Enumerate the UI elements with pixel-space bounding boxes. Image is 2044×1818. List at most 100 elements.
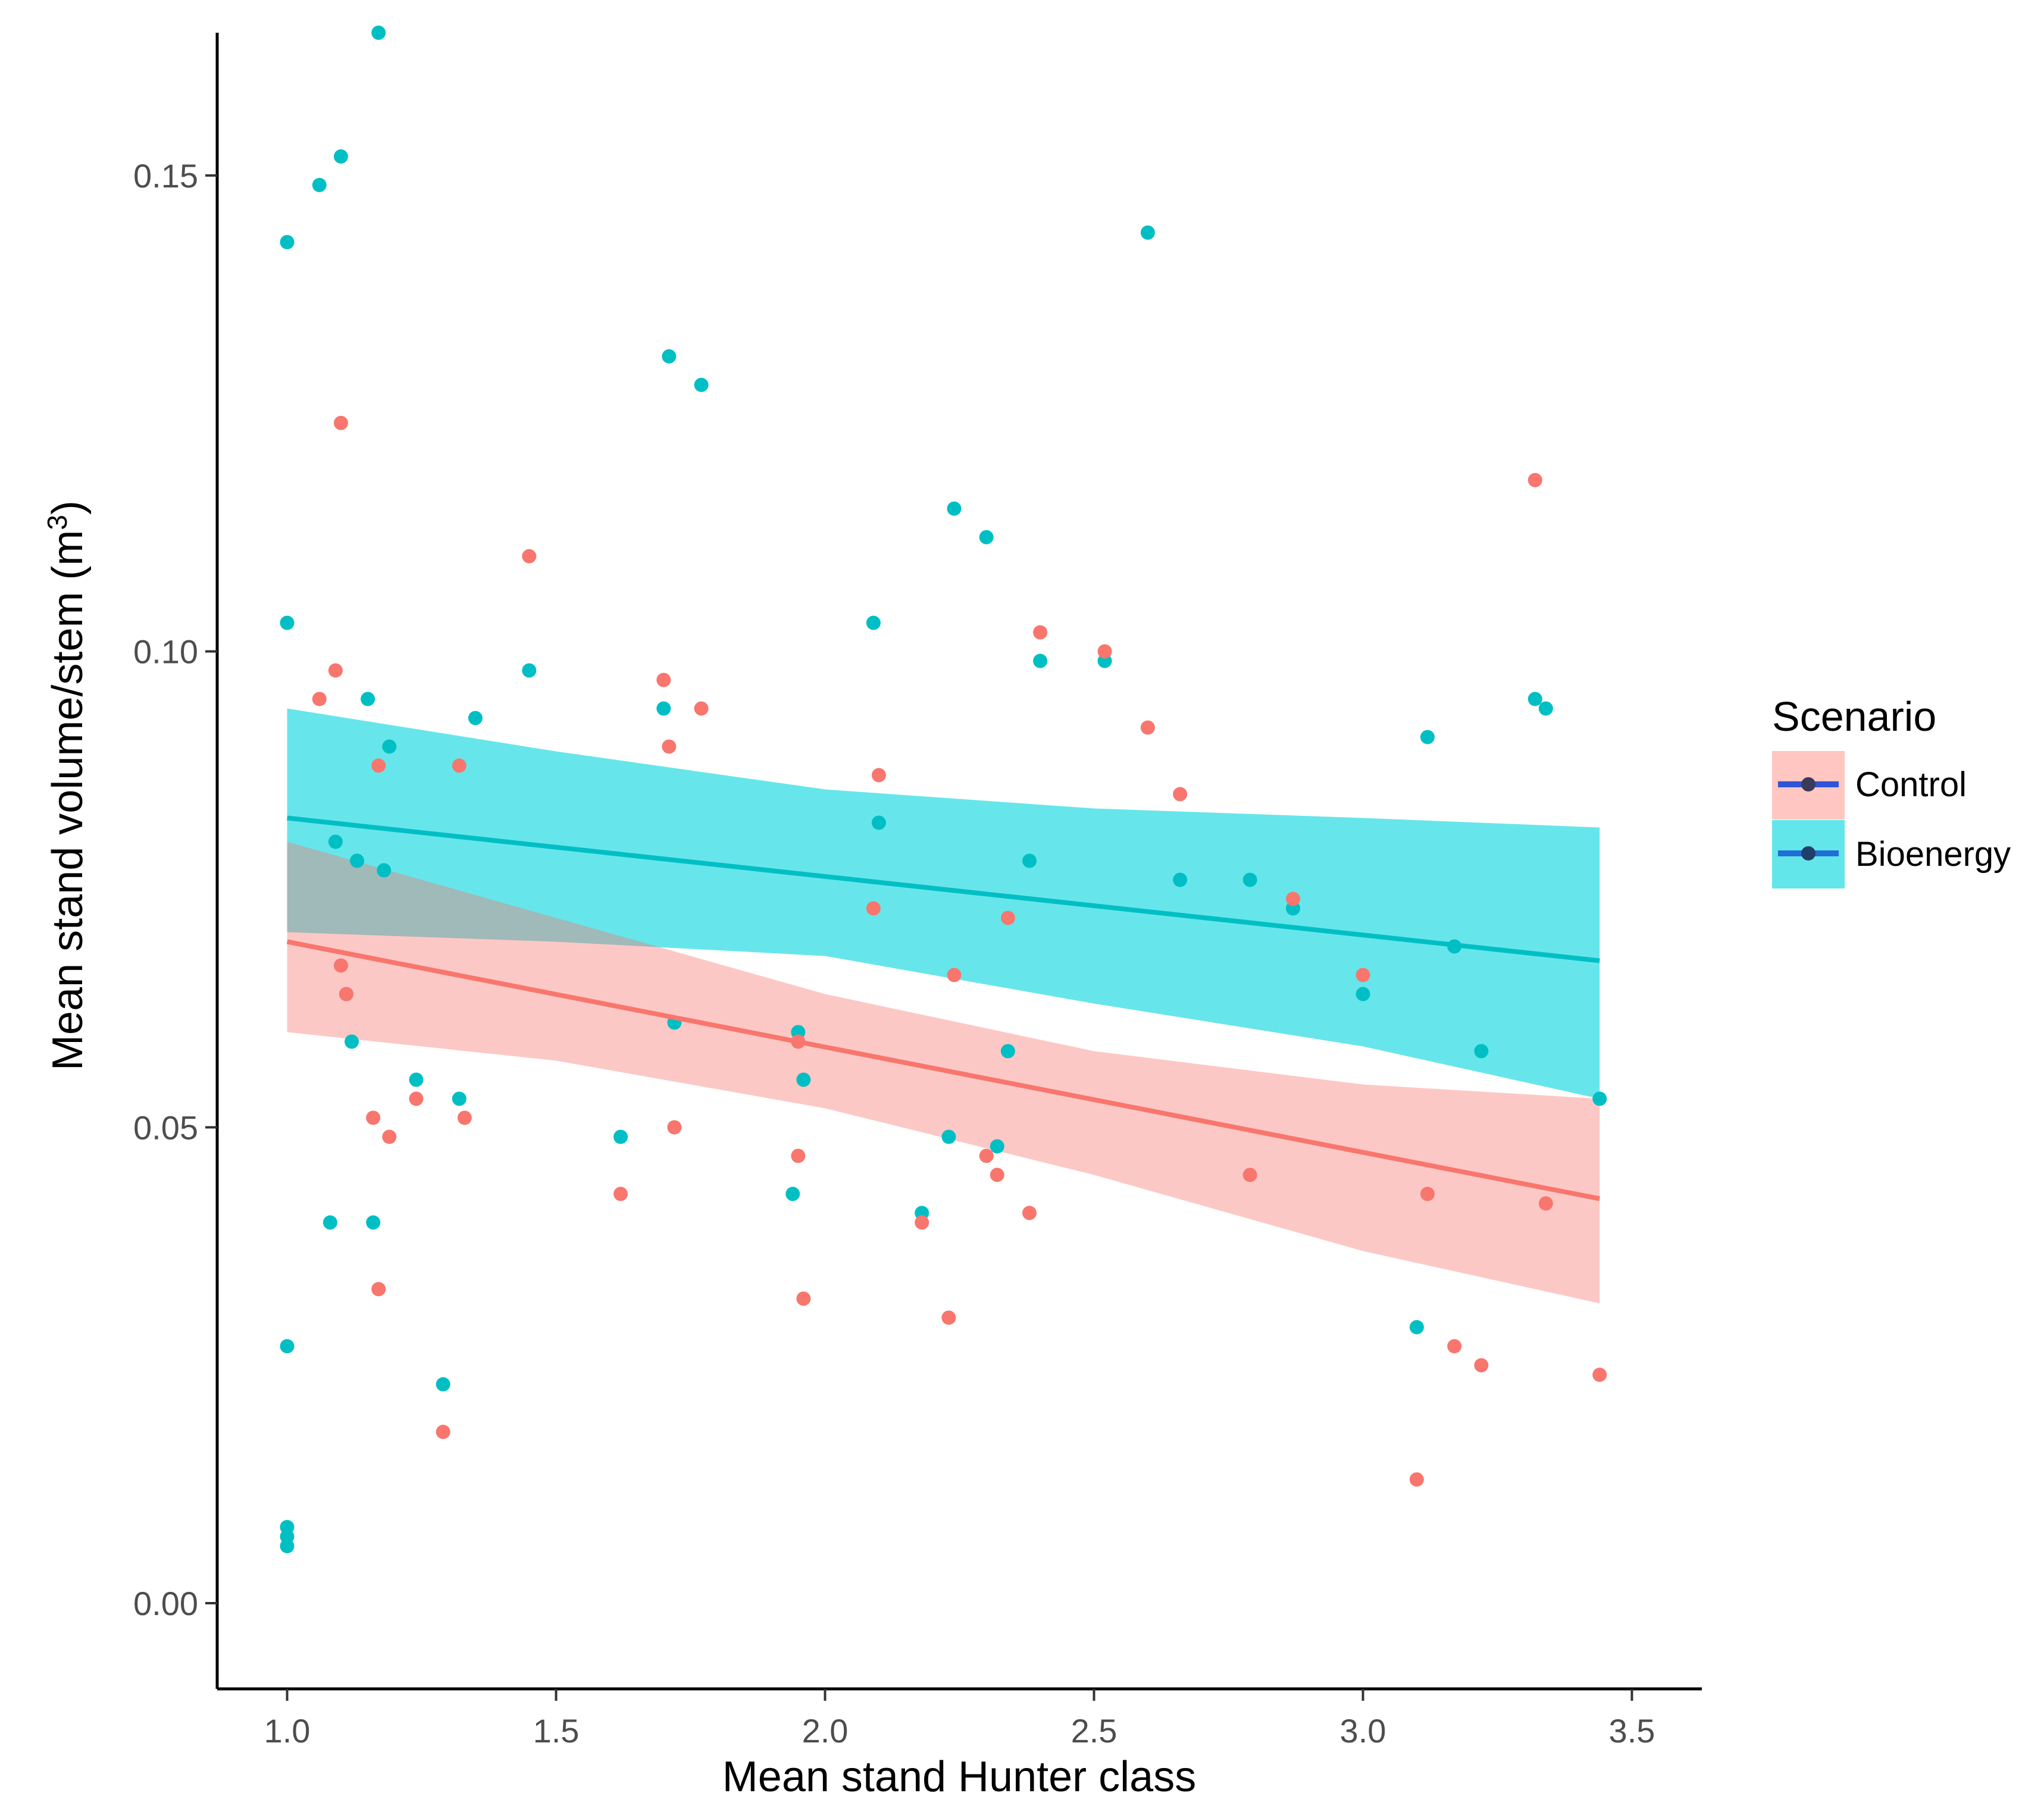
data-point-bioenergy xyxy=(1538,701,1553,716)
data-point-bioenergy xyxy=(662,349,677,364)
data-point-bioenergy xyxy=(280,234,295,249)
data-point-bioenergy xyxy=(1022,853,1037,868)
confidence-bands xyxy=(287,708,1600,1304)
data-point-bioenergy xyxy=(344,1034,359,1049)
data-point-bioenergy xyxy=(796,1072,811,1087)
data-point-bioenergy xyxy=(328,834,343,849)
data-point-bioenergy xyxy=(1140,225,1155,240)
data-point-control xyxy=(791,1149,806,1163)
data-point-control xyxy=(947,968,962,982)
data-point-control xyxy=(1420,1187,1435,1201)
data-point-bioenergy xyxy=(1592,1091,1607,1106)
data-point-bioenergy xyxy=(1000,1044,1015,1059)
data-point-bioenergy xyxy=(613,1129,628,1144)
data-point-control xyxy=(1538,1196,1553,1211)
data-point-control xyxy=(339,987,353,1002)
x-tick-label: 3.5 xyxy=(1609,1712,1655,1750)
data-point-control xyxy=(1097,644,1112,659)
data-point-control xyxy=(915,1215,929,1230)
data-point-bioenergy xyxy=(452,1091,467,1106)
data-point-bioenergy xyxy=(990,1139,1004,1154)
data-point-control xyxy=(1592,1368,1607,1382)
legend-label-bioenergy: Bioenergy xyxy=(1855,835,2011,874)
data-point-bioenergy xyxy=(785,1187,800,1201)
data-point-control xyxy=(1022,1206,1037,1221)
fit-lines xyxy=(286,815,1601,1201)
y-tick-label: 0.10 xyxy=(133,633,198,671)
data-point-bioenergy xyxy=(382,739,397,754)
data-point-bioenergy xyxy=(350,853,365,868)
data-point-control xyxy=(1474,1358,1489,1373)
data-point-control xyxy=(436,1425,450,1440)
legend-label-control: Control xyxy=(1855,765,1967,804)
x-tick-label: 2.0 xyxy=(802,1712,849,1750)
legend: Scenario Control Bioenergy xyxy=(1772,693,2011,888)
data-point-control xyxy=(382,1129,397,1144)
data-point-bioenergy xyxy=(1420,730,1435,744)
data-point-bioenergy xyxy=(323,1215,337,1230)
data-point-bioenergy xyxy=(866,615,881,630)
data-point-bioenergy xyxy=(1527,691,1542,706)
confidence-band-bioenergy xyxy=(287,708,1600,1099)
data-point-bioenergy xyxy=(694,377,709,392)
data-point-bioenergy xyxy=(280,615,295,630)
data-point-control xyxy=(656,672,671,687)
data-point-bioenergy xyxy=(312,177,327,192)
data-point-control xyxy=(1285,891,1300,906)
data-point-bioenergy xyxy=(361,691,375,706)
x-tick-label: 1.5 xyxy=(533,1712,580,1750)
data-point-control xyxy=(371,758,386,773)
data-point-control xyxy=(333,415,348,430)
data-point-bioenergy xyxy=(333,149,348,164)
x-tick-label: 2.5 xyxy=(1071,1712,1118,1750)
legend-key-bioenergy-dot xyxy=(1801,846,1816,861)
data-point-control xyxy=(1140,720,1155,735)
data-point-control xyxy=(941,1310,956,1325)
data-point-bioenergy xyxy=(522,663,537,678)
data-point-control xyxy=(333,958,348,973)
data-point-control xyxy=(990,1168,1004,1182)
data-point-control xyxy=(522,549,537,564)
data-point-bioenergy xyxy=(436,1377,450,1392)
y-axis-title-main: Mean stand volume/stem (m xyxy=(44,530,92,1071)
y-tick-label: 0.05 xyxy=(133,1109,198,1146)
data-point-control xyxy=(457,1110,472,1125)
data-point-bioenergy xyxy=(280,1520,295,1535)
data-point-bioenergy xyxy=(280,1539,295,1554)
data-point-bioenergy xyxy=(371,26,386,40)
data-point-bioenergy xyxy=(979,530,994,545)
data-point-control xyxy=(312,691,327,706)
data-point-bioenergy xyxy=(1409,1320,1424,1335)
y-axis-title-suffix: ) xyxy=(44,500,92,515)
data-point-control xyxy=(1409,1472,1424,1487)
data-point-control xyxy=(667,1120,682,1135)
data-point-bioenergy xyxy=(409,1072,424,1087)
data-point-control xyxy=(1527,473,1542,487)
legend-key-control-dot xyxy=(1801,777,1816,791)
data-point-control xyxy=(662,739,677,754)
data-point-bioenergy xyxy=(1033,653,1048,668)
fit-line-bioenergy xyxy=(287,815,1600,963)
data-point-bioenergy xyxy=(377,863,392,878)
y-tick-label: 0.00 xyxy=(133,1585,198,1622)
data-point-bioenergy xyxy=(871,815,886,830)
x-tick-label: 3.0 xyxy=(1340,1712,1386,1750)
legend-title: Scenario xyxy=(1772,693,1936,740)
data-point-control xyxy=(409,1091,424,1106)
data-point-control xyxy=(452,758,467,773)
data-point-bioenergy xyxy=(280,1339,295,1354)
data-point-control xyxy=(1000,910,1015,925)
data-point-control xyxy=(1242,1168,1257,1182)
data-point-control xyxy=(366,1110,381,1125)
x-axis-title: Mean stand Hunter class xyxy=(722,1753,1196,1801)
data-point-bioenergy xyxy=(366,1215,381,1230)
data-points xyxy=(280,26,1607,1554)
data-point-bioenergy xyxy=(656,701,671,716)
data-point-control xyxy=(371,1282,386,1297)
x-tick-label: 1.0 xyxy=(264,1712,311,1750)
data-point-bioenergy xyxy=(1173,872,1188,887)
data-point-bioenergy xyxy=(1242,872,1257,887)
data-point-control xyxy=(1356,968,1370,982)
data-point-control xyxy=(979,1149,994,1163)
